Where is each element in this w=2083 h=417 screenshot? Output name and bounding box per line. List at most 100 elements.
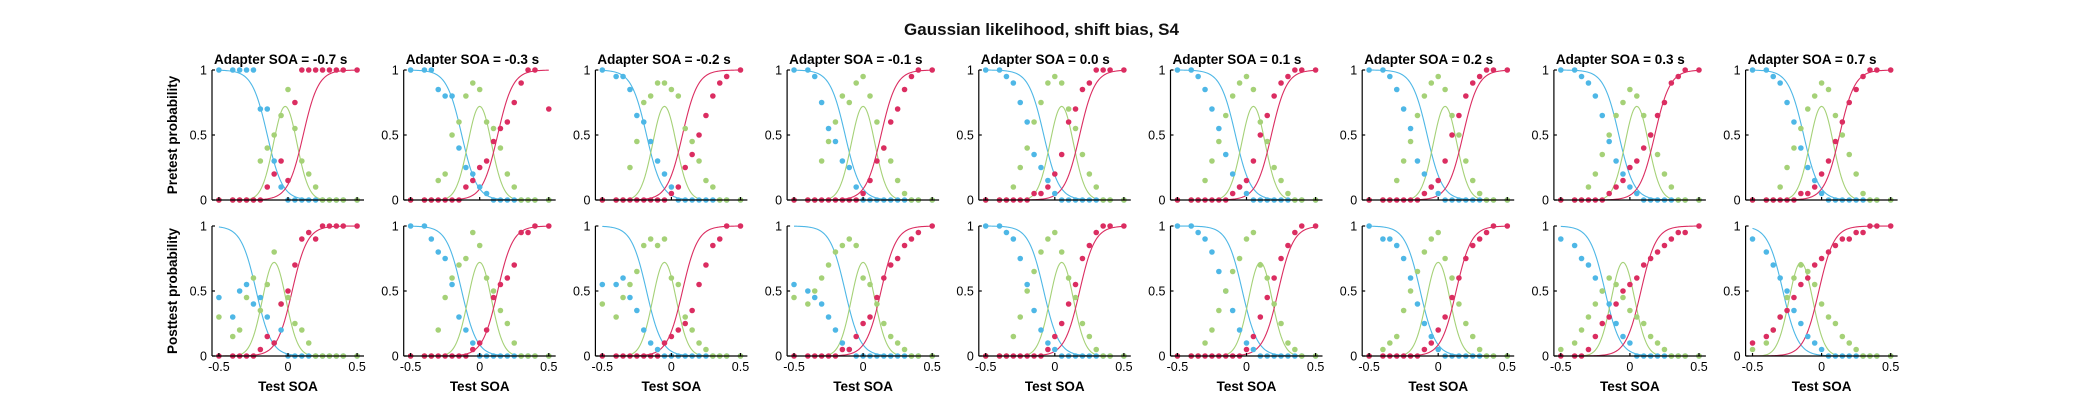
y-tick-label: 0.5: [1340, 285, 1357, 299]
simultaneous-point: [1387, 340, 1393, 346]
simultaneous-point: [1393, 333, 1400, 340]
early-point: [1400, 255, 1407, 262]
early-point: [463, 164, 469, 171]
simultaneous-point: [1825, 86, 1832, 93]
early-point: [1243, 340, 1250, 346]
late-point: [1435, 327, 1441, 333]
simultaneous-point: [860, 275, 866, 281]
simultaneous-point: [511, 184, 518, 190]
simultaneous-point: [1216, 138, 1222, 145]
late-point: [1072, 106, 1079, 112]
simultaneous-point: [696, 158, 702, 164]
x-tick-label: 0: [668, 360, 675, 374]
simultaneous-point: [1627, 307, 1633, 314]
early-point: [832, 138, 839, 145]
early-point: [1777, 275, 1783, 281]
late-point: [1599, 320, 1606, 327]
late-point: [1435, 177, 1441, 184]
late-point: [1469, 242, 1476, 249]
simultaneous-point: [1853, 171, 1859, 177]
late-point: [504, 275, 511, 281]
late-point: [1682, 229, 1688, 236]
late-point: [1811, 184, 1818, 190]
panel-title: Adapter SOA = 0.7 s: [1748, 52, 1877, 67]
x-tick-label: 0: [860, 360, 867, 374]
late-point: [354, 67, 360, 73]
late-point: [1463, 93, 1469, 99]
posttest-ylabel: Posttest probability: [165, 228, 180, 355]
simultaneous-point: [483, 119, 490, 125]
simultaneous-point: [1292, 346, 1298, 353]
simultaneous-point: [661, 236, 668, 242]
simultaneous-fit-curve: [1752, 105, 1891, 201]
early-point: [627, 86, 633, 93]
late-point: [1449, 132, 1455, 138]
late-point: [1504, 223, 1511, 229]
late-point: [305, 67, 312, 73]
simultaneous-point: [874, 119, 880, 125]
late-point: [305, 229, 312, 236]
x-tick-label: -0.5: [1358, 360, 1380, 374]
x-axis-label: Test SOA: [450, 379, 510, 394]
y-tick-label: 0: [775, 194, 782, 208]
early-point: [825, 125, 832, 132]
late-point: [894, 106, 901, 112]
late-point: [1647, 132, 1654, 138]
early-point: [1784, 99, 1790, 106]
simultaneous-point: [1257, 262, 1264, 268]
simultaneous-point: [1784, 294, 1790, 301]
simultaneous-point: [1606, 132, 1612, 138]
late-point: [1449, 294, 1455, 301]
early-point: [229, 314, 236, 320]
simultaneous-point: [1442, 255, 1448, 262]
simultaneous-point: [661, 80, 668, 86]
early-point: [1195, 229, 1201, 236]
late-point: [312, 236, 319, 242]
late-point: [1065, 301, 1072, 307]
simultaneous-point: [1216, 307, 1222, 314]
late-point: [710, 93, 716, 99]
simultaneous-point: [703, 177, 709, 184]
late-point: [1853, 86, 1859, 93]
early-point: [435, 249, 442, 255]
early-point: [1620, 333, 1626, 340]
early-point: [1571, 67, 1578, 73]
late-point: [264, 184, 271, 190]
late-point: [483, 327, 490, 333]
late-point: [1585, 346, 1592, 353]
simultaneous-point: [278, 112, 284, 119]
simultaneous-point: [504, 171, 511, 177]
late-point: [689, 151, 695, 158]
x-tick-label: -0.5: [400, 360, 422, 374]
late-point: [1811, 262, 1818, 268]
late-point: [689, 307, 695, 314]
simultaneous-point: [1079, 320, 1086, 327]
simultaneous-point: [483, 275, 490, 281]
y-tick-label: 0: [1734, 350, 1741, 364]
simultaneous-point: [1668, 184, 1675, 190]
simultaneous-fit-curve: [985, 261, 1124, 357]
late-point: [1696, 223, 1702, 229]
y-tick-label: 1: [967, 64, 974, 78]
simultaneous-point: [675, 93, 682, 99]
early-point: [811, 73, 818, 80]
early-point: [982, 67, 989, 73]
simultaneous-point: [901, 346, 908, 353]
simultaneous-point: [1271, 164, 1277, 171]
simultaneous-point: [853, 80, 859, 86]
simultaneous-point: [1271, 301, 1277, 307]
simultaneous-point: [1456, 132, 1462, 138]
simultaneous-point: [1791, 145, 1797, 151]
early-point: [1045, 340, 1051, 346]
simultaneous-point: [1079, 151, 1086, 158]
simultaneous-point: [264, 145, 271, 151]
late-point: [901, 242, 908, 249]
x-axis-label: Test SOA: [258, 379, 318, 394]
simultaneous-point: [647, 236, 654, 242]
early-point: [1620, 171, 1626, 177]
simultaneous-point: [469, 229, 476, 236]
y-tick-label: 1: [775, 220, 782, 234]
simultaneous-point: [839, 93, 846, 99]
